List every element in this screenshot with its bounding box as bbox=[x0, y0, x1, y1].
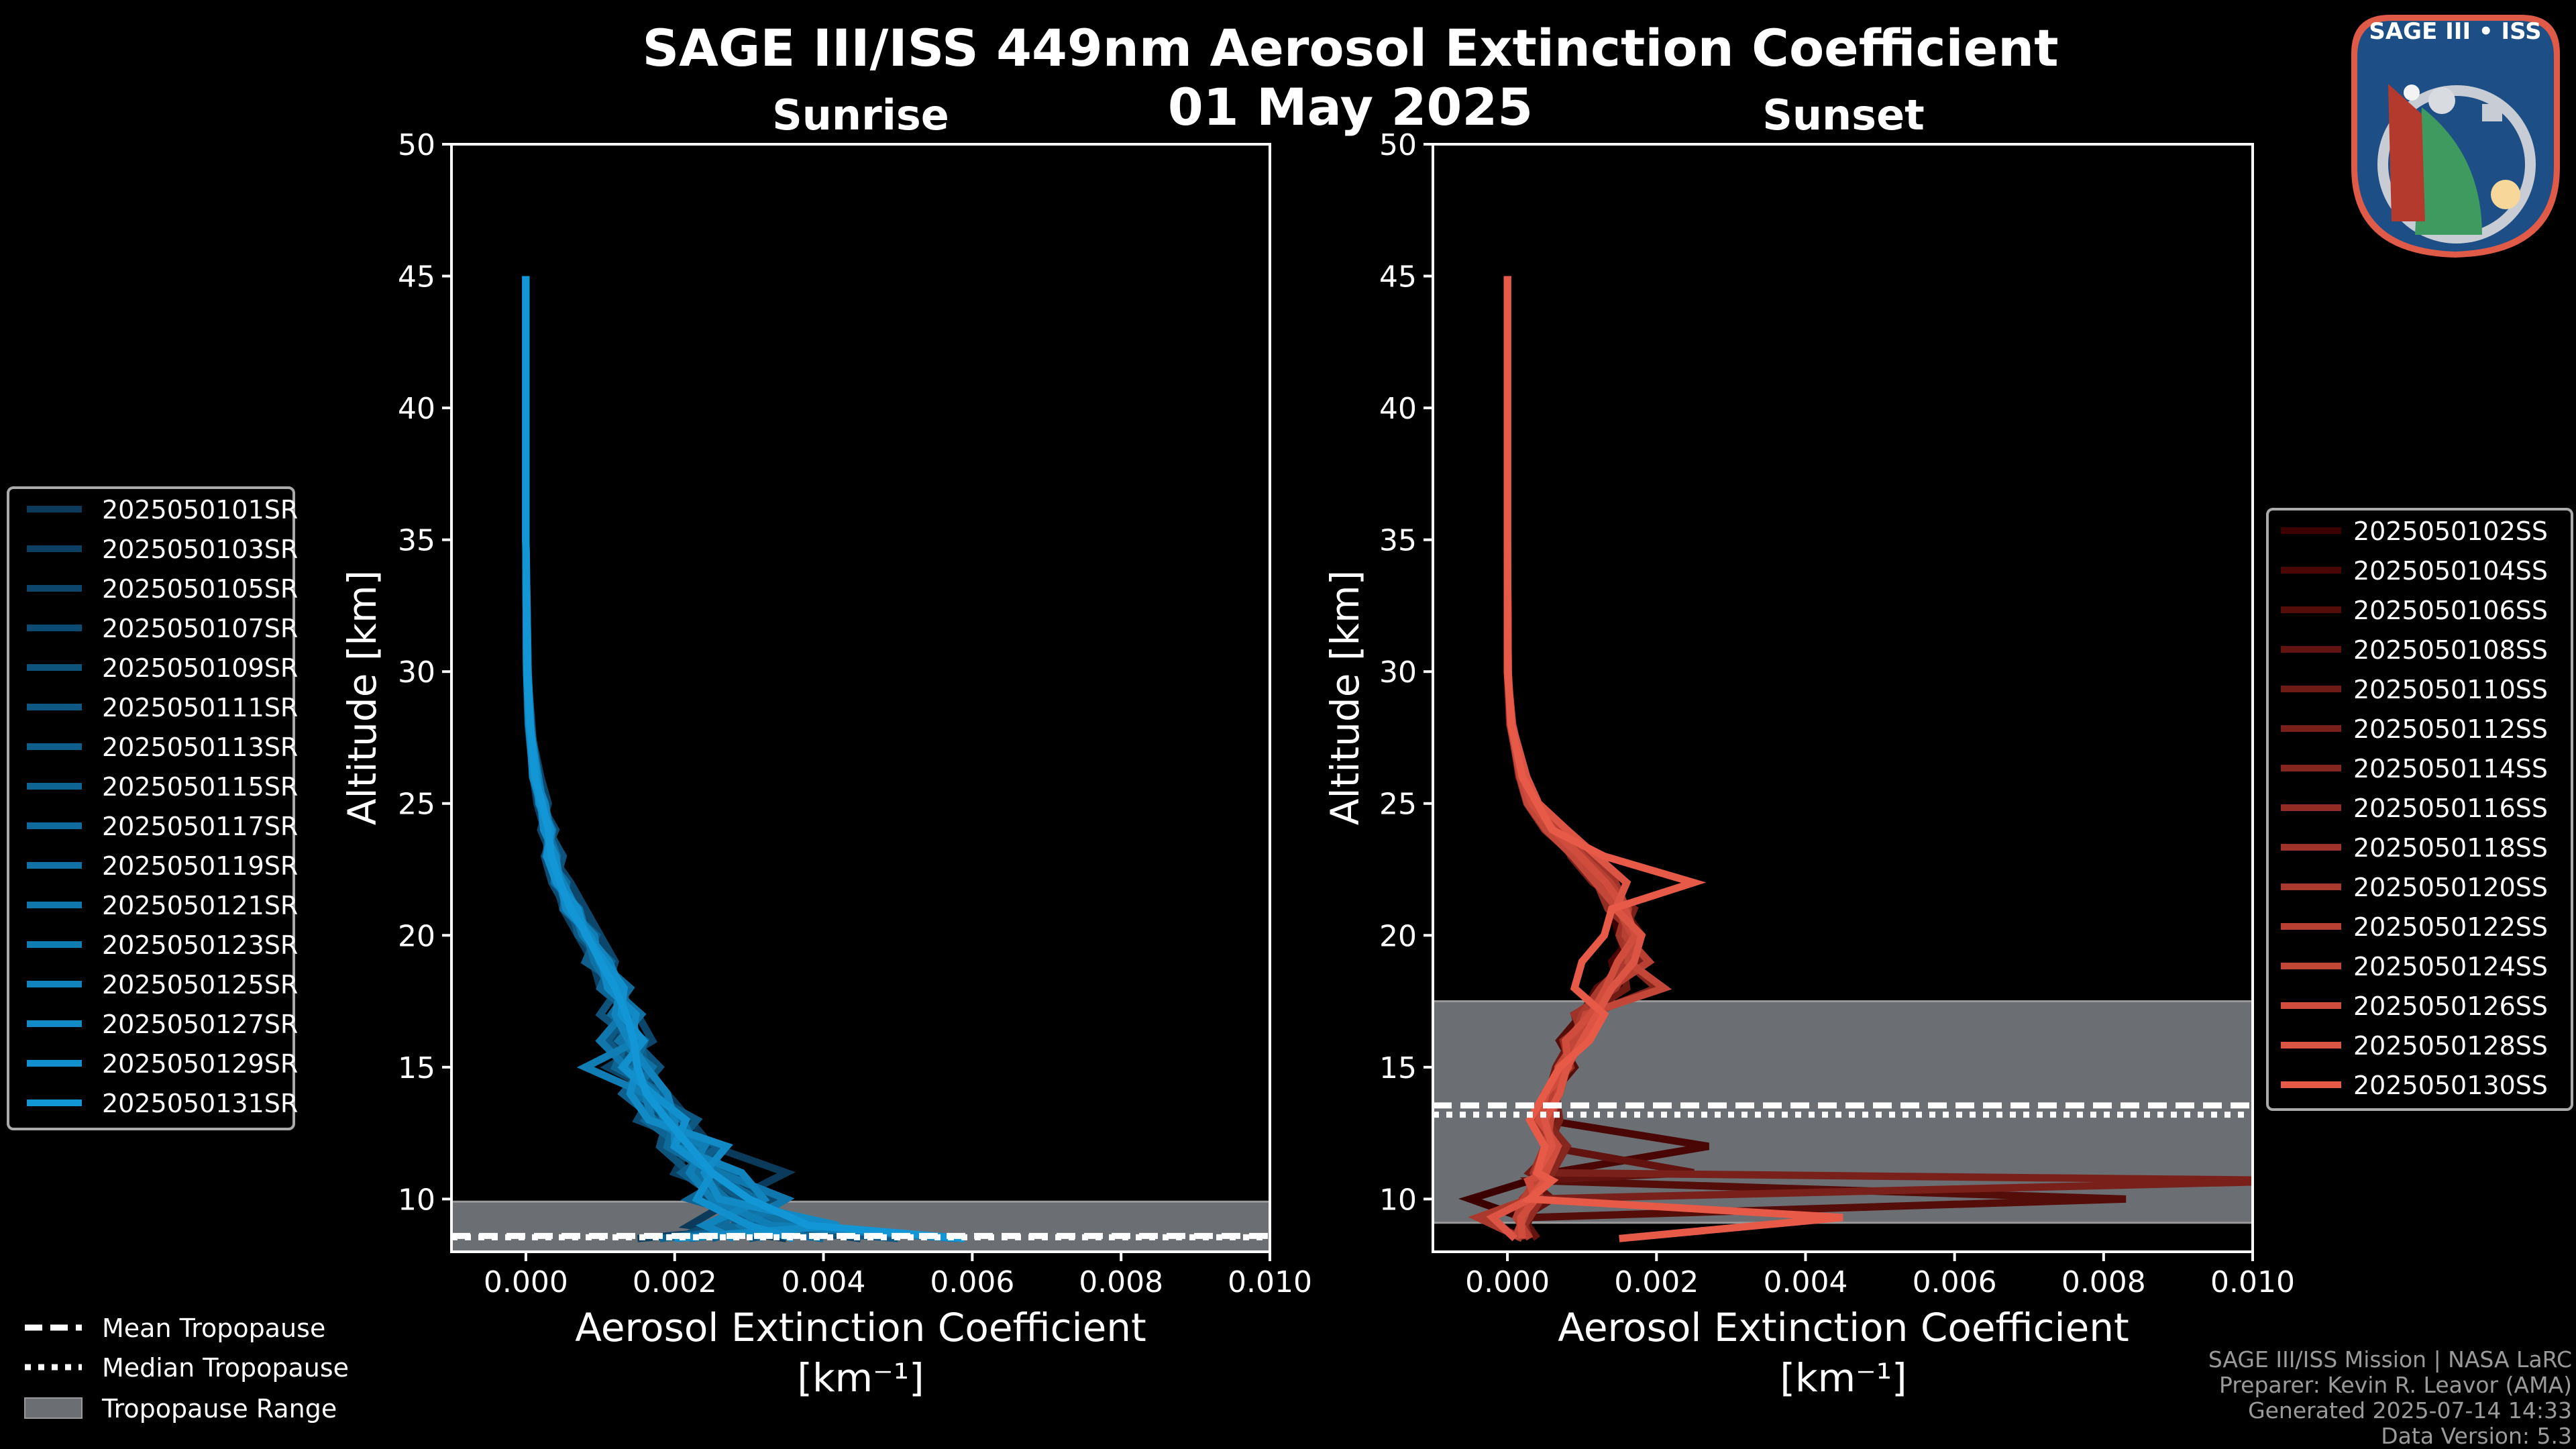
legend-label: 2025050110SS bbox=[2353, 675, 2548, 704]
x-tick-label: 0.008 bbox=[1079, 1265, 1163, 1299]
profile-line-2025050130SS bbox=[1503, 276, 1843, 1242]
footer-data-version: Data Version: 5.3 bbox=[2381, 1423, 2572, 1449]
y-tick-label: 25 bbox=[398, 788, 435, 822]
sunset-panel-title: Sunset bbox=[1762, 91, 1925, 140]
legend-label: 2025050105SR bbox=[102, 574, 298, 604]
sunrise-y-axis-label: Altitude [km] bbox=[339, 570, 385, 825]
y-tick-label: 20 bbox=[398, 919, 435, 953]
legend-label: 2025050119SR bbox=[102, 851, 298, 881]
legend-label: 2025050131SR bbox=[102, 1089, 298, 1118]
sunset-plot: 0.000 0.002 0.004 0.006 0.008 0.010 10 15 20 25 30… bbox=[1379, 128, 2295, 1299]
x-tick-label: 0.002 bbox=[633, 1265, 717, 1299]
tropopause-range-swatch bbox=[24, 1397, 83, 1419]
legend-label: 2025050111SR bbox=[102, 693, 298, 722]
footer-preparer: Preparer: Kevin R. Leavor (AMA) bbox=[2219, 1372, 2572, 1398]
legend-label: 2025050127SR bbox=[102, 1010, 298, 1039]
y-tick-label: 25 bbox=[1379, 788, 1417, 822]
legend-label: 2025050103SR bbox=[102, 535, 298, 564]
footer-generated: Generated 2025-07-14 14:33 bbox=[2248, 1397, 2572, 1424]
legend-label: 2025050126SS bbox=[2353, 991, 2548, 1021]
tropopause-range-label: Tropopause Range bbox=[101, 1394, 337, 1424]
x-tick-label: 0.002 bbox=[1614, 1265, 1699, 1299]
plot-area bbox=[1433, 144, 2253, 1252]
legend-label: 2025050102SS bbox=[2353, 517, 2548, 546]
y-tick-label: 20 bbox=[1379, 919, 1417, 953]
plot-frame bbox=[1432, 143, 2254, 1253]
legend-label: 2025050116SS bbox=[2353, 794, 2548, 823]
y-tick-label: 15 bbox=[1379, 1051, 1417, 1085]
mean-tropopause-label: Mean Tropopause bbox=[102, 1313, 325, 1343]
y-tick-label: 10 bbox=[398, 1183, 435, 1217]
y-tick-label: 30 bbox=[1379, 655, 1417, 690]
legend-label: 2025050115SR bbox=[102, 772, 298, 802]
sunrise-x-axis-unit: [km⁻¹] bbox=[797, 1355, 924, 1401]
legend-label: 2025050121SR bbox=[102, 891, 298, 920]
legend-label: 2025050117SR bbox=[102, 812, 298, 841]
legend-label: 2025050130SS bbox=[2353, 1071, 2548, 1100]
sage-iii-iss-mission-logo: SAGE III • ISS bbox=[2351, 15, 2560, 258]
x-tick-label: 0.000 bbox=[484, 1265, 568, 1299]
y-tick-label: 50 bbox=[398, 128, 435, 162]
legend-label: 2025050108SS bbox=[2353, 635, 2548, 665]
sunrise-panel-title: Sunrise bbox=[772, 91, 949, 140]
y-tick-label: 15 bbox=[398, 1051, 435, 1085]
sunrise-plot: 0.000 0.002 0.004 0.006 0.008 0.010 10 15 20 25 30… bbox=[398, 128, 1312, 1299]
sunset-legend: 2025050102SS 2025050104SS 2025050106SS 2025… bbox=[2266, 508, 2573, 1111]
x-tick-label: 0.010 bbox=[1228, 1265, 1312, 1299]
legend-label: 2025050106SS bbox=[2353, 596, 2548, 625]
legend-label: 2025050120SS bbox=[2353, 873, 2548, 902]
logo-title: SAGE III • ISS bbox=[2369, 18, 2541, 45]
x-tick-label: 0.004 bbox=[1763, 1265, 1847, 1299]
legend-label: 2025050128SS bbox=[2353, 1031, 2548, 1061]
y-tick-label: 40 bbox=[1379, 392, 1417, 426]
sunset-x-axis-unit: [km⁻¹] bbox=[1780, 1355, 1907, 1401]
y-tick-label: 40 bbox=[398, 392, 435, 426]
y-tick-label: 30 bbox=[398, 655, 435, 690]
sunset-x-axis-label: Aerosol Extinction Coefficient bbox=[1558, 1305, 2129, 1350]
legend-label: 2025050118SS bbox=[2353, 833, 2548, 863]
x-tick-label: 0.004 bbox=[782, 1265, 866, 1299]
y-tick-label: 35 bbox=[1379, 524, 1417, 558]
legend-label: 2025050101SR bbox=[102, 495, 298, 525]
x-tick-label: 0.008 bbox=[2061, 1265, 2146, 1299]
sunset-y-axis-label: Altitude [km] bbox=[1322, 570, 1368, 825]
legend-label: 2025050122SS bbox=[2353, 912, 2548, 942]
profile-line-2025050131SR bbox=[522, 276, 965, 1242]
plot-background bbox=[451, 144, 1270, 1252]
footer-mission: SAGE III/ISS Mission | NASA LaRC bbox=[2208, 1346, 2572, 1373]
median-tropopause-label: Median Tropopause bbox=[102, 1353, 349, 1383]
legend-label: 2025050112SS bbox=[2353, 714, 2548, 744]
x-tick-label: 0.000 bbox=[1465, 1265, 1550, 1299]
legend-label: 2025050114SS bbox=[2353, 754, 2548, 784]
legend-label: 2025050123SR bbox=[102, 930, 298, 960]
plot-frame bbox=[450, 143, 1271, 1253]
x-tick-label: 0.006 bbox=[930, 1265, 1014, 1299]
tropopause-legend: Mean Tropopause Median Tropopause Tropop… bbox=[24, 1313, 349, 1424]
legend-label: 2025050125SR bbox=[102, 970, 298, 1000]
x-tick-label: 0.010 bbox=[2210, 1265, 2295, 1299]
legend-label: 2025050107SR bbox=[102, 614, 298, 643]
sunrise-legend: 2025050101SR 2025050103SR 2025050105SR 2025… bbox=[7, 486, 298, 1130]
y-tick-label: 45 bbox=[398, 260, 435, 294]
legend-label: 2025050104SS bbox=[2353, 556, 2548, 586]
x-tick-label: 0.006 bbox=[1913, 1265, 1997, 1299]
plot-area bbox=[451, 144, 1270, 1252]
y-tick-label: 50 bbox=[1379, 128, 1417, 162]
legend-label: 2025050109SR bbox=[102, 653, 298, 683]
y-tick-label: 10 bbox=[1379, 1183, 1417, 1217]
chart-date: 01 May 2025 bbox=[1168, 77, 1533, 137]
legend-label: 2025050129SR bbox=[102, 1049, 298, 1079]
footer-credits: SAGE III/ISS Mission | NASA LaRC Prepare… bbox=[2208, 1346, 2572, 1449]
legend-label: 2025050124SS bbox=[2353, 952, 2548, 981]
y-tick-label: 45 bbox=[1379, 260, 1417, 294]
sunrise-x-axis-label: Aerosol Extinction Coefficient bbox=[575, 1305, 1146, 1350]
chart-title: SAGE III/ISS 449nm Aerosol Extinction Co… bbox=[642, 18, 2058, 78]
y-tick-label: 35 bbox=[398, 524, 435, 558]
legend-label: 2025050113SR bbox=[102, 733, 298, 762]
